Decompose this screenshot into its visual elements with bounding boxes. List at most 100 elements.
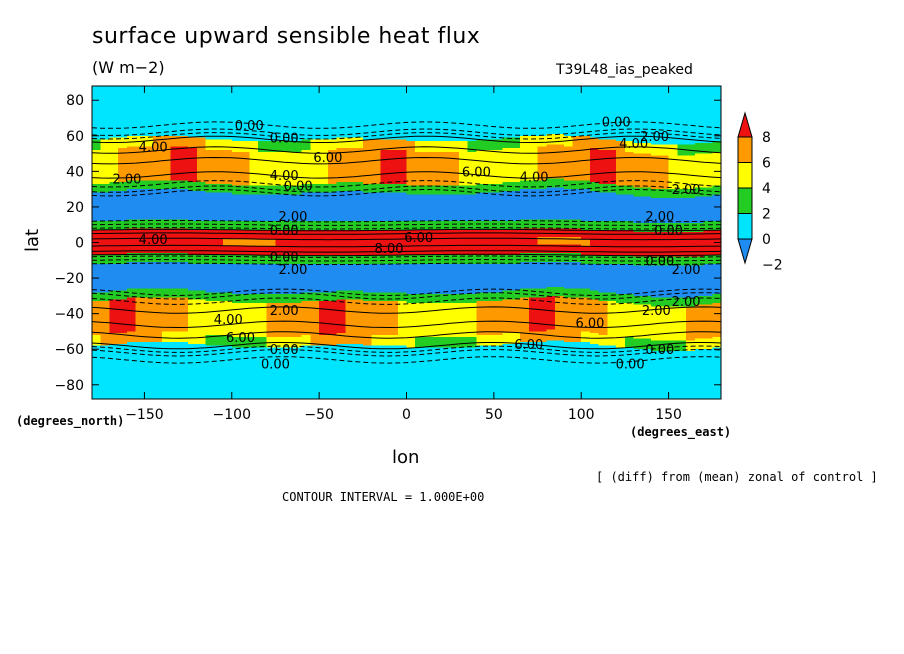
field-cell (92, 167, 102, 171)
field-cell (581, 118, 591, 121)
field-cell (170, 119, 180, 123)
field-cell (406, 142, 416, 146)
field-cell (92, 155, 102, 158)
field-cell (223, 151, 233, 155)
field-cell (153, 144, 163, 148)
field-cell (362, 128, 373, 132)
field-cell (170, 116, 180, 119)
field-cell (214, 121, 224, 124)
field-cell (126, 134, 137, 137)
field-cell (712, 146, 722, 149)
field-cell (511, 112, 521, 116)
field-cell (327, 89, 338, 92)
field-cell (493, 125, 504, 128)
field-cell (441, 164, 451, 167)
field-cell (109, 89, 119, 92)
field-cell (336, 164, 346, 167)
field-cell (319, 119, 329, 123)
field-cell (223, 158, 233, 162)
field-cell (589, 130, 600, 133)
field-cell (415, 105, 425, 108)
field-cell (362, 103, 373, 107)
field-cell (223, 174, 233, 178)
field-cell (563, 94, 574, 98)
field-cell (397, 91, 408, 94)
field-cell (292, 98, 303, 101)
field-cell (109, 158, 119, 162)
field-cell (485, 130, 495, 133)
field-cell (651, 87, 661, 91)
field-cell (572, 118, 582, 121)
field-cell (310, 96, 320, 100)
field-cell (362, 148, 373, 151)
field-cell (686, 173, 696, 176)
field-cell (607, 102, 617, 105)
field-cell (589, 135, 600, 139)
field-cell (354, 116, 364, 119)
field-cell (153, 137, 163, 140)
field-cell (327, 110, 338, 114)
field-cell (380, 126, 390, 130)
field-cell (406, 103, 416, 107)
field-cell (598, 134, 609, 137)
field-cell (703, 100, 713, 103)
field-cell (546, 93, 556, 96)
field-cell (432, 98, 443, 101)
field-cell (118, 105, 128, 108)
field-cell (493, 144, 504, 148)
field-cell (310, 98, 320, 101)
field-cell (310, 171, 320, 174)
field-cell (389, 153, 399, 156)
field-cell (441, 139, 451, 142)
field-cell (144, 93, 154, 96)
field-cell (476, 100, 486, 103)
field-cell (703, 128, 713, 132)
field-cell (310, 167, 320, 171)
field-cell (292, 114, 303, 117)
field-cell (598, 153, 609, 156)
field-cell (423, 98, 434, 101)
field-cell (249, 174, 259, 178)
field-cell (397, 173, 408, 176)
field-cell (380, 155, 390, 158)
field-cell (161, 128, 172, 132)
field-cell (607, 98, 617, 101)
field-cell (677, 132, 687, 135)
field-cell (179, 105, 189, 108)
field-cell (624, 160, 635, 164)
field-cell (668, 119, 678, 123)
field-cell (659, 144, 670, 148)
field-cell (389, 146, 399, 149)
field-cell (249, 125, 259, 128)
field-cell (485, 114, 495, 117)
field-cell (214, 107, 224, 110)
field-cell (249, 137, 259, 140)
field-cell (266, 155, 277, 158)
field-cell (275, 171, 285, 174)
field-cell (153, 107, 163, 110)
field-cell (188, 167, 198, 171)
field-cell (109, 139, 119, 142)
field-cell (92, 148, 102, 151)
field-cell (511, 144, 521, 148)
field-cell (371, 89, 381, 92)
field-cell (694, 93, 705, 96)
field-cell (292, 176, 303, 180)
field-cell (275, 89, 285, 92)
field-cell (703, 98, 713, 101)
field-cell (144, 89, 154, 92)
field-cell (327, 173, 338, 176)
field-cell (188, 160, 198, 164)
field-cell (686, 132, 696, 135)
field-cell (712, 107, 722, 110)
field-cell (598, 107, 609, 110)
field-cell (616, 110, 626, 114)
field-cell (476, 155, 486, 158)
field-cell (668, 98, 678, 101)
field-cell (432, 132, 443, 135)
field-cell (126, 158, 137, 162)
field-cell (257, 112, 268, 116)
field-cell (712, 132, 722, 135)
field-cell (423, 93, 434, 96)
field-cell (441, 110, 451, 114)
